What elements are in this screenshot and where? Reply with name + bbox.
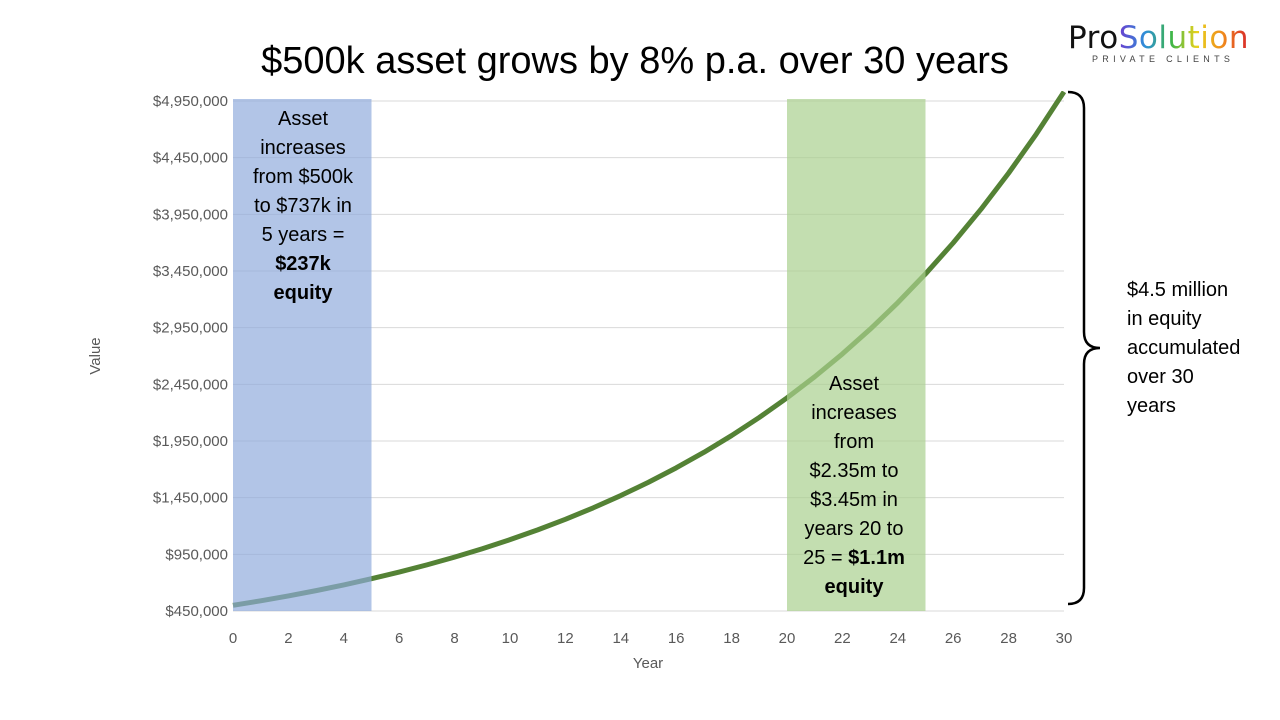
annotation-line: $4.5 million: [1127, 279, 1229, 301]
y-tick-label: $1,950,000: [153, 433, 228, 450]
annotation-line: over 30: [1127, 366, 1194, 388]
annotation-line: to $737k in: [254, 195, 352, 217]
y-tick-label: $4,950,000: [153, 93, 228, 110]
y-axis-label: Value: [87, 337, 104, 374]
annotation-line: from: [834, 431, 874, 453]
annotation-line: $2.35m to: [809, 460, 899, 482]
annotation-line: years: [1127, 395, 1176, 417]
annotation-bold: equity: [824, 576, 884, 598]
x-tick-label: 0: [229, 630, 237, 647]
annotation-bold: equity: [273, 282, 333, 304]
x-tick-label: 16: [668, 630, 685, 647]
annotation-line: Asset: [828, 373, 880, 395]
curly-brace: [1067, 90, 1101, 606]
brace-annotation: $4.5 million in equity accumulated over …: [1127, 276, 1267, 421]
logo-text-pro: Pro: [1068, 20, 1119, 56]
annotation-line: years 20 to: [804, 518, 904, 540]
x-tick-label: 18: [723, 630, 740, 647]
x-tick-label: 12: [557, 630, 574, 647]
x-tick-label: 8: [450, 630, 458, 647]
chart-title: $500k asset grows by 8% p.a. over 30 yea…: [261, 40, 1009, 82]
x-tick-label: 28: [1000, 630, 1017, 647]
y-tick-label: $450,000: [165, 603, 228, 620]
logo-subtitle: PRIVATE CLIENTS: [1092, 54, 1235, 64]
y-tick-label: $950,000: [165, 546, 228, 563]
x-axis-label: Year: [633, 655, 663, 672]
x-tick-label: 22: [834, 630, 851, 647]
x-tick-label: 4: [340, 630, 348, 647]
annotation-line: increases: [811, 402, 897, 424]
x-tick-label: 30: [1056, 630, 1073, 647]
y-tick-label: $3,950,000: [153, 206, 228, 223]
y-tick-label: $2,450,000: [153, 376, 228, 393]
band-annotation-years-20-25: Asset increases from $2.35m to $3.45m in…: [783, 370, 925, 602]
y-tick-label: $1,450,000: [153, 490, 228, 507]
y-tick-label: $3,450,000: [153, 263, 228, 280]
y-tick-label: $4,450,000: [153, 150, 228, 167]
annotation-line: 25 =: [803, 547, 849, 569]
annotation-line: accumulated: [1127, 337, 1241, 359]
x-tick-label: 14: [612, 630, 629, 647]
annotation-line: increases: [260, 137, 346, 159]
annotation-bold: $1.1m: [848, 547, 905, 569]
x-tick-label: 26: [945, 630, 962, 647]
band-annotation-years-0-5: Asset increases from $500k to $737k in 5…: [232, 105, 374, 308]
x-tick-label: 10: [502, 630, 519, 647]
highlight-band: [233, 99, 372, 611]
y-tick-label: $2,950,000: [153, 320, 228, 337]
annotation-line: in equity: [1127, 308, 1202, 330]
annotation-line: from $500k: [252, 166, 354, 188]
logo-text-solution: Solution: [1118, 20, 1249, 56]
x-tick-label: 24: [889, 630, 906, 647]
x-tick-label: 20: [779, 630, 796, 647]
x-tick-label: 6: [395, 630, 403, 647]
x-tick-label: 2: [284, 630, 292, 647]
prosolution-logo: ProSolution PRIVATE CLIENTS: [1068, 22, 1258, 64]
annotation-line: 5 years =: [261, 224, 345, 246]
annotation-bold: $237k: [275, 253, 331, 275]
highlight-band: [787, 99, 926, 611]
annotation-line: Asset: [277, 108, 329, 130]
annotation-line: $3.45m in: [810, 489, 898, 511]
